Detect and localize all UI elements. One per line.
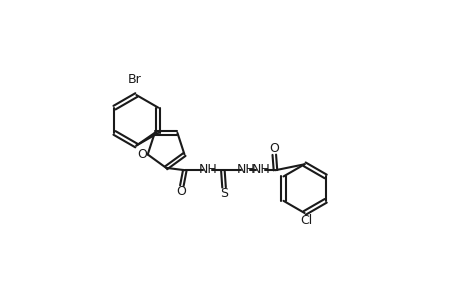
Text: NH: NH bbox=[252, 163, 270, 176]
Text: O: O bbox=[136, 148, 146, 161]
Text: Br: Br bbox=[128, 73, 141, 85]
Text: NH: NH bbox=[236, 163, 255, 176]
Text: Cl: Cl bbox=[300, 214, 312, 227]
Text: NH: NH bbox=[198, 163, 217, 176]
Text: O: O bbox=[176, 185, 186, 198]
Text: S: S bbox=[219, 188, 228, 200]
Text: O: O bbox=[269, 142, 279, 155]
